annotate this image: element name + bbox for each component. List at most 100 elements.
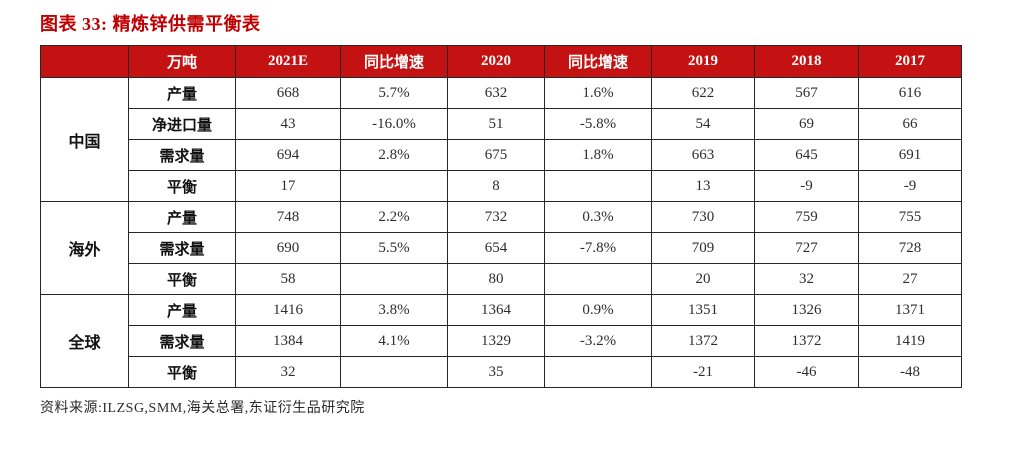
row-label: 产量 <box>128 77 236 109</box>
value-cell: 1364 <box>447 294 545 326</box>
value-cell <box>340 356 448 388</box>
value-cell: 1326 <box>754 294 859 326</box>
value-cell <box>544 356 652 388</box>
value-cell: 1419 <box>858 325 962 357</box>
value-cell: 69 <box>754 108 859 140</box>
value-cell: 727 <box>754 232 859 264</box>
value-cell: 20 <box>651 263 755 295</box>
value-cell: 663 <box>651 139 755 171</box>
value-cell: 691 <box>858 139 962 171</box>
value-cell: -9 <box>858 170 962 202</box>
value-cell <box>544 170 652 202</box>
group-cell: 中国 <box>40 77 129 202</box>
value-cell: 54 <box>651 108 755 140</box>
table-row: 平衡 17 8 13 -9 -9 <box>41 170 962 202</box>
table-row: 海外 产量 748 2.2% 732 0.3% 730 759 755 <box>40 201 962 295</box>
value-cell: -46 <box>754 356 859 388</box>
figure-container: 图表 33: 精炼锌供需平衡表 万吨 2021E 同比增速 2020 同比增速 2019 2… <box>40 14 962 416</box>
value-cell: 17 <box>235 170 341 202</box>
value-cell: -9 <box>754 170 859 202</box>
value-cell: 0.3% <box>544 201 652 233</box>
value-cell: -48 <box>858 356 962 388</box>
value-cell: 694 <box>235 139 341 171</box>
value-cell: 759 <box>754 201 859 233</box>
value-cell: 1372 <box>754 325 859 357</box>
row-label: 平衡 <box>128 263 236 295</box>
value-cell: 730 <box>651 201 755 233</box>
value-cell: 3.8% <box>340 294 448 326</box>
value-cell: 1.8% <box>544 139 652 171</box>
column-header: 同比增速 <box>340 45 448 78</box>
value-cell: 632 <box>447 77 545 109</box>
value-cell: 1.6% <box>544 77 652 109</box>
value-cell: 748 <box>235 201 341 233</box>
value-cell: -16.0% <box>340 108 448 140</box>
table-row: 平衡 58 80 20 32 27 <box>41 263 962 295</box>
value-cell: 709 <box>651 232 755 264</box>
value-cell: 567 <box>754 77 859 109</box>
value-cell: 51 <box>447 108 545 140</box>
value-cell: 645 <box>754 139 859 171</box>
value-cell: 616 <box>858 77 962 109</box>
table-row: 需求量 694 2.8% 675 1.8% 663 645 691 <box>41 139 962 171</box>
value-cell: 732 <box>447 201 545 233</box>
value-cell: 0.9% <box>544 294 652 326</box>
group-cell: 全球 <box>40 294 129 388</box>
value-cell: 675 <box>447 139 545 171</box>
value-cell: 13 <box>651 170 755 202</box>
value-cell: -5.8% <box>544 108 652 140</box>
group-cell: 海外 <box>40 201 129 295</box>
figure-title: 图表 33: 精炼锌供需平衡表 <box>40 14 261 34</box>
row-label: 平衡 <box>128 170 236 202</box>
row-label: 需求量 <box>128 325 236 357</box>
value-cell: 1416 <box>235 294 341 326</box>
value-cell: 654 <box>447 232 545 264</box>
value-cell: -21 <box>651 356 755 388</box>
row-label: 产量 <box>128 201 236 233</box>
value-cell: 32 <box>754 263 859 295</box>
value-cell: 1384 <box>235 325 341 357</box>
column-header-empty <box>40 45 129 78</box>
column-header: 2020 <box>447 45 545 78</box>
value-cell <box>340 170 448 202</box>
value-cell: 58 <box>235 263 341 295</box>
value-cell: 43 <box>235 108 341 140</box>
value-cell: 755 <box>858 201 962 233</box>
value-cell: 1372 <box>651 325 755 357</box>
table-row: 平衡 32 35 -21 -46 -48 <box>41 356 962 388</box>
value-cell: 1351 <box>651 294 755 326</box>
header-row: 万吨 2021E 同比增速 2020 同比增速 2019 2018 2017 <box>40 45 962 78</box>
value-cell: 5.5% <box>340 232 448 264</box>
column-header: 2017 <box>858 45 962 78</box>
value-cell: 668 <box>235 77 341 109</box>
value-cell: 27 <box>858 263 962 295</box>
value-cell: 1371 <box>858 294 962 326</box>
value-cell: 8 <box>447 170 545 202</box>
column-header: 万吨 <box>128 45 236 78</box>
value-cell: 5.7% <box>340 77 448 109</box>
value-cell <box>340 263 448 295</box>
table-row: 中国 产量 668 5.7% 632 1.6% 622 567 616 <box>40 77 962 202</box>
value-cell: 4.1% <box>340 325 448 357</box>
value-cell: -7.8% <box>544 232 652 264</box>
table-body: 中国 产量 668 5.7% 632 1.6% 622 567 616 净进口量 43 -16.0% 5… <box>40 77 962 388</box>
row-label: 产量 <box>128 294 236 326</box>
table-header: 万吨 2021E 同比增速 2020 同比增速 2019 2018 2017 <box>40 45 962 78</box>
value-cell: 80 <box>447 263 545 295</box>
column-header: 2018 <box>754 45 859 78</box>
value-cell: 35 <box>447 356 545 388</box>
value-cell: 622 <box>651 77 755 109</box>
supply-demand-balance-table: 万吨 2021E 同比增速 2020 同比增速 2019 2018 2017 中国 产量 668 5… <box>40 45 962 388</box>
data-source: 资料来源:ILZSG,SMM,海关总署,东证衍生品研究院 <box>40 401 365 416</box>
value-cell: 2.2% <box>340 201 448 233</box>
column-header: 2021E <box>235 45 341 78</box>
value-cell: -3.2% <box>544 325 652 357</box>
row-label: 需求量 <box>128 232 236 264</box>
value-cell: 1329 <box>447 325 545 357</box>
column-header: 2019 <box>651 45 755 78</box>
table-row: 需求量 690 5.5% 654 -7.8% 709 727 728 <box>41 232 962 264</box>
row-label: 需求量 <box>128 139 236 171</box>
value-cell: 728 <box>858 232 962 264</box>
row-label: 平衡 <box>128 356 236 388</box>
value-cell: 2.8% <box>340 139 448 171</box>
